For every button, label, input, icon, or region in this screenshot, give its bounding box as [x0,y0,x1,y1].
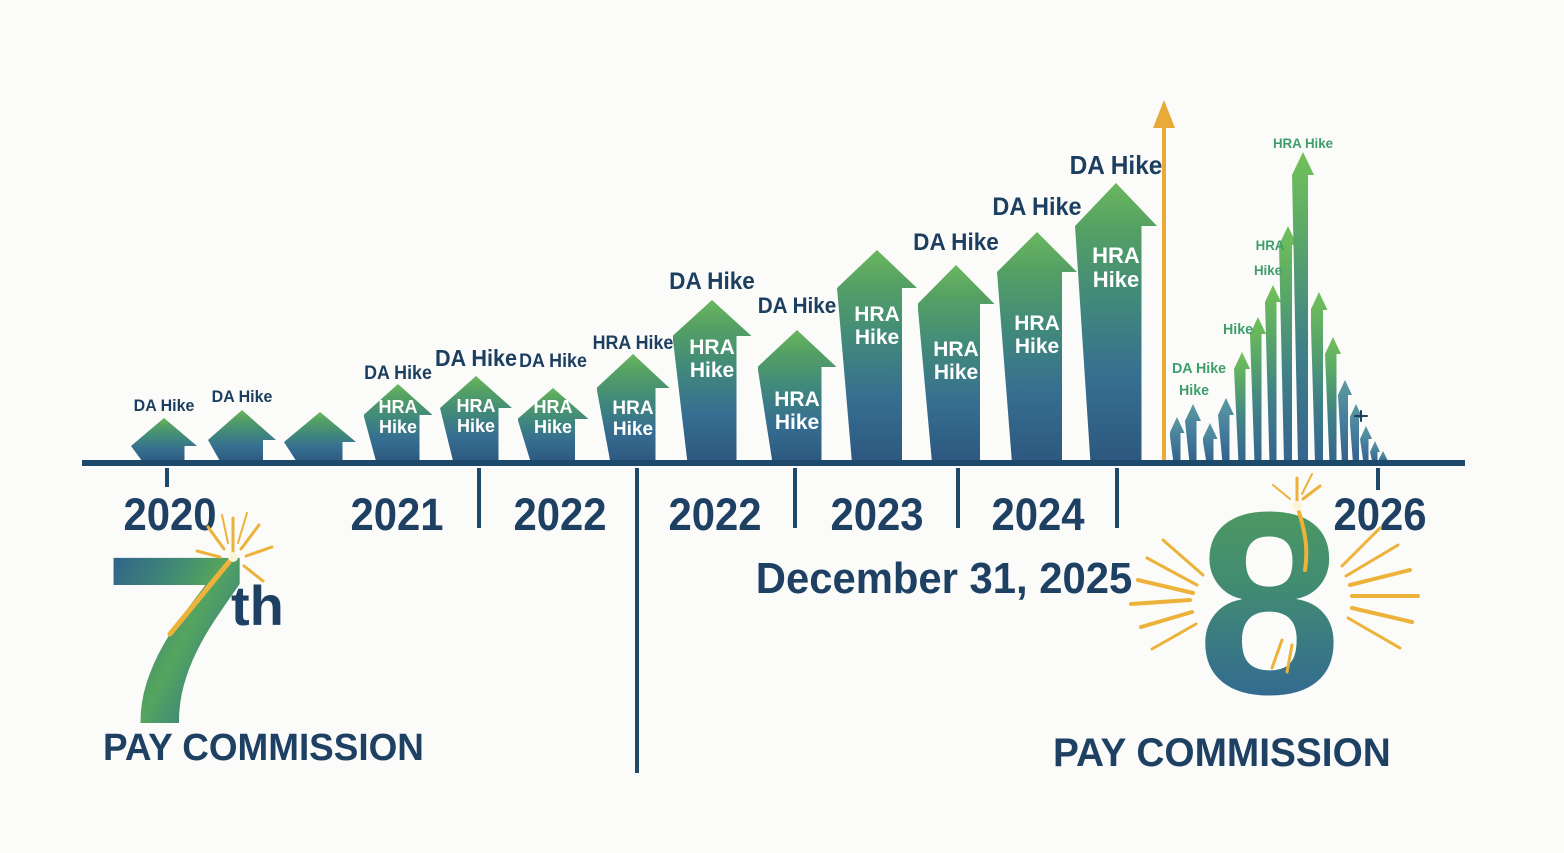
burst-cluster-label: HRA [1255,237,1285,253]
numeral-7: 7 [102,506,252,774]
arrow-inside-label: HRA Hike [378,397,418,437]
arrow-above-label: DA Hike [364,363,432,384]
burst-cluster-label: HRA Hike [1272,135,1334,151]
arrow-above-label: DA Hike [1069,150,1163,180]
arrow-inside-label: HRA Hike [854,303,900,350]
arrow-above-label: HRA Hike [592,333,674,354]
arrow-above-label: DA Hike [211,387,273,406]
arrow-inside-label: HRA Hike [1014,312,1060,359]
arrow-inside-label: HRA Hike [456,396,496,436]
timeline-tick [793,468,797,528]
arrow-above-label: DA Hike [434,345,518,371]
year-label: 2026 [1333,489,1427,540]
seventh-pay-commission-title: PAY COMMISSION [103,727,424,769]
arrow-above-label: DA Hike [133,396,195,415]
burst-arrow [1370,441,1380,463]
arrow-inside-label: HRA Hike [1092,243,1140,293]
arrow-inside-label: HRA Hike [612,398,654,440]
year-label: 2021 [350,489,444,540]
date-label: December 31, 2025 [755,554,1133,603]
arrow-above-label: DA Hike [913,229,999,256]
milestone-arrow-line [1162,124,1166,463]
arrow-above-label: DA Hike [992,193,1082,221]
timeline-tick [1376,468,1380,490]
timeline-tick [1115,468,1119,528]
numeral-8: 8 [1197,459,1342,749]
arrow-above-label: DA Hike [757,293,837,318]
arrow-above-label: DA Hike [519,351,587,372]
year-label: 2022 [513,489,607,540]
arrow-inside-label: HRA Hike [933,338,979,385]
burst-cluster-label: Hike [1253,262,1283,278]
numeral-7-suffix: th [231,574,284,637]
burst-arrow [1378,451,1388,463]
timeline-tick [477,468,481,528]
burst-cluster-label: Hike [1222,321,1254,338]
year-label: 2022 [668,489,762,540]
year-label: 2023 [830,489,924,540]
eighth-pay-commission-title: PAY COMMISSION [1053,731,1391,775]
year-label: 2024 [991,489,1085,540]
timeline-tick [956,468,960,528]
timeline-baseline [82,460,1465,466]
timeline-tick [635,468,639,773]
timeline-tick [165,468,169,487]
year-label: 2020 [123,489,217,540]
arrow-above-label: DA Hike [669,268,755,295]
arrow-inside-label: HRA Hike [774,388,820,435]
burst-cluster-label: DA Hike [1171,360,1227,377]
burst-cluster-label: Hike [1178,382,1210,399]
arrow-inside-label: HRA Hike [689,336,735,383]
arrow-inside-label: HRA Hike [533,397,573,437]
